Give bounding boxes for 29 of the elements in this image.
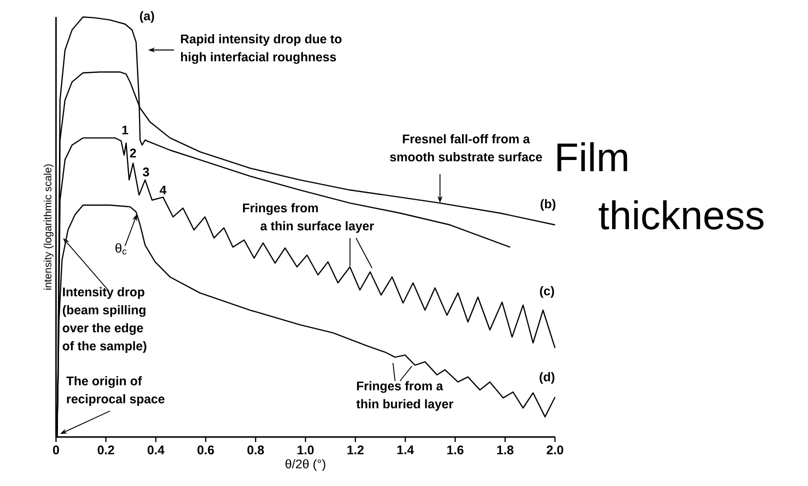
x-tick-label: 0.2 [98, 446, 114, 454]
x-tick-label: 0 [53, 446, 59, 454]
annotation: Fringes from a thin surface layer [243, 203, 374, 233]
series-label: (a) [140, 11, 154, 23]
x-tick-label: 1.0 [298, 446, 314, 454]
text: Film thickness [557, 142, 764, 230]
annotation: Intensity drop (beam spilling over the edge of the sample) [62, 287, 146, 353]
annotation: 3 [142, 168, 150, 176]
annotation: 1 [122, 126, 128, 134]
x-tick-label: 0.4 [148, 446, 164, 454]
x-tick-label: 0.6 [198, 446, 214, 454]
annotation: 2 [130, 148, 136, 158]
x-tick-label: 1.6 [447, 446, 464, 454]
annotation: The origin of reciprocal space [66, 376, 164, 406]
x-tick-label: 2.0 [546, 446, 564, 454]
annotation: Fringes from a thin buried layer [356, 381, 454, 411]
x-tick-label: 1.8 [497, 446, 514, 454]
y-axis-title: intensity (logarithmic scale) [44, 164, 54, 290]
annotation: Fresnel fall-off from a smooth substrate surface [390, 134, 542, 162]
x-tick-label: 0.8 [247, 446, 264, 454]
series-label: (d) [540, 372, 554, 384]
annotation: 4 [160, 186, 166, 194]
annotation: Rapid intensity drop due to high interfacial roughness [181, 34, 342, 64]
series-label: (b) [540, 199, 556, 211]
x-tick-label: 1.4 [397, 446, 414, 454]
x-tick-label: 1.2 [348, 446, 364, 454]
annotation: θ$_{c}$ [116, 243, 126, 254]
x-axis-title: θ/2θ (°) [286, 459, 326, 471]
series-label: (c) [540, 286, 554, 298]
